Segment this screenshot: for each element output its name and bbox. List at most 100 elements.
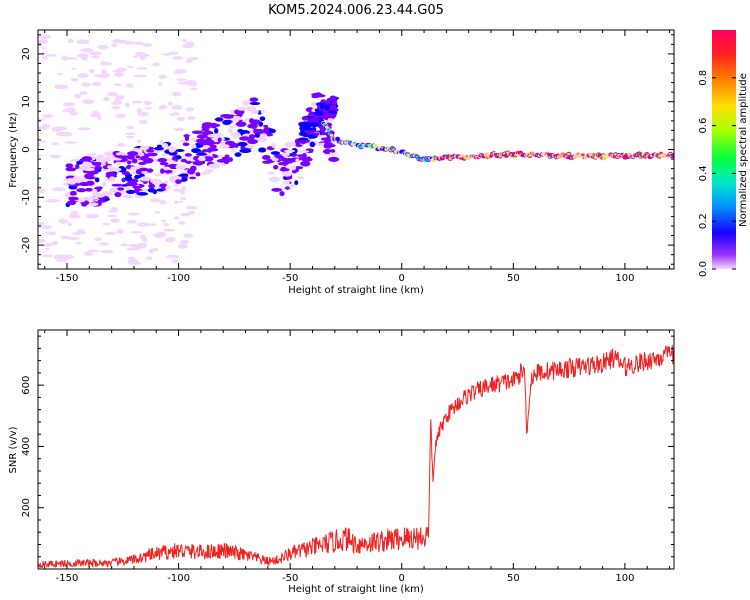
spectrogram-cell: [126, 189, 136, 194]
spectrogram-cell: [131, 158, 138, 164]
spectrogram-cell: [85, 187, 93, 192]
spectrogram-cell: [163, 228, 176, 232]
spectrogram-cell: [149, 178, 162, 184]
spectrogram-cell: [76, 188, 87, 193]
spectrogram-cell: [171, 91, 182, 97]
spectrogram-cell: [259, 116, 266, 122]
spectrogram-cell: [217, 137, 222, 142]
spectrogram-cell: [671, 153, 674, 157]
spectrogram-cell: [184, 153, 192, 157]
spectrogram-cell: [280, 157, 288, 162]
spectrogram-cell: [222, 114, 234, 119]
spectrogram-cell: [297, 176, 305, 180]
spectrogram-cell: [138, 167, 149, 172]
colorbar-label: Normalized spectral amplitude: [738, 73, 749, 227]
spectrogram-cell: [173, 71, 183, 75]
spectrogram-y-tick-label: 10: [21, 95, 32, 108]
spectrogram-cell: [297, 137, 309, 141]
spectrogram-cell: [41, 254, 54, 258]
spectrogram-cell: [109, 166, 116, 172]
spectrogram-cell: [330, 149, 336, 153]
spectrogram-cell: [190, 143, 197, 149]
spectrogram-cell: [121, 177, 126, 183]
spectrogram-cell: [161, 153, 169, 157]
spectrogram-cell: [51, 240, 59, 246]
spectrogram-y-axis-label: Frequency (Hz): [8, 112, 19, 188]
spectrogram-cell: [282, 180, 290, 185]
spectrogram-cell: [110, 218, 120, 223]
spectrogram-cell: [65, 163, 74, 169]
spectrogram-cell: [124, 175, 132, 182]
spectrogram-cell: [218, 144, 230, 149]
spectrogram-cell: [65, 57, 78, 60]
spectrogram-cell: [146, 256, 153, 261]
spectrogram-cell: [250, 119, 261, 125]
spectrogram-cell: [285, 186, 290, 190]
spectrogram-cell: [106, 214, 118, 218]
spectrogram-cell: [178, 200, 184, 204]
spectrogram-cell: [68, 197, 79, 201]
spectrogram-cell: [313, 111, 324, 116]
spectrogram-cell: [162, 53, 171, 56]
spectrogram-cell: [197, 139, 209, 145]
spectrogram-cell: [41, 47, 48, 50]
spectrogram-cell: [176, 116, 185, 122]
colorbar-tick-label: 0.4: [698, 165, 709, 181]
spectrogram-cell: [179, 197, 187, 201]
spectrogram-cell: [156, 144, 162, 148]
spectrogram-cell: [153, 146, 164, 151]
spectrogram-y-tick-label: -10: [21, 189, 32, 205]
spectrogram-cell: [72, 176, 81, 181]
spectrogram-cell: [84, 173, 92, 179]
spectrogram-cell: [97, 45, 109, 50]
snr-series-line: [38, 344, 674, 569]
spectrogram-cell: [182, 142, 190, 147]
spectrogram-cell: [178, 220, 186, 225]
spectrogram-cell: [281, 171, 292, 177]
spectrogram-cell: [159, 200, 167, 205]
spectrogram-cell: [115, 152, 127, 156]
spectrogram-cell: [236, 106, 247, 111]
spectrogram-cell: [162, 172, 174, 176]
spectrogram-cell: [176, 78, 187, 81]
spectrogram-cell: [165, 254, 180, 259]
snr-x-axis-label: Height of straight line (km): [288, 584, 424, 595]
spectrogram-cell: [171, 105, 183, 110]
spectrogram-cell: [63, 102, 76, 107]
spectrogram-cell: [38, 39, 48, 45]
spectrogram-cell: [159, 162, 169, 166]
spectrogram-cell: [91, 169, 99, 175]
spectrogram-cell: [67, 181, 76, 185]
snr-x-tick-label: -150: [56, 573, 79, 584]
spectrogram-cell: [100, 73, 111, 79]
spectrogram-cell: [44, 247, 50, 251]
spectrogram-cell: [99, 242, 109, 246]
spectrogram-cell: [94, 237, 102, 242]
spectrogram-cell: [290, 184, 296, 188]
spectrogram-cell: [312, 124, 317, 128]
spectrogram-cell: [212, 154, 219, 159]
spectrogram-cell: [71, 67, 76, 71]
spectrogram-cell: [127, 212, 140, 216]
colorbar-ticks: 0.0 0.2 0.4 0.6 0.8: [698, 70, 736, 277]
spectrogram-x-tick-label: -50: [282, 273, 298, 284]
spectrogram-cell: [69, 111, 78, 116]
spectrogram-cell: [132, 185, 143, 189]
snr-ticks: -150 -100 -50 0 50 100 200 400 600: [21, 330, 674, 584]
spectrogram-cell: [160, 168, 165, 174]
spectrogram-cell: [136, 108, 142, 113]
spectrogram-cell: [249, 101, 261, 106]
spectrogram-cell: [143, 100, 150, 106]
spectrogram-cell: [230, 147, 236, 153]
spectrogram-cell: [124, 132, 136, 136]
spectrogram-cell: [187, 168, 196, 175]
spectrogram-cell: [294, 180, 299, 186]
spectrogram-cell: [57, 72, 64, 76]
snr-x-tick-label: -100: [167, 573, 190, 584]
spectrogram-cell: [38, 143, 41, 147]
spectrogram-cell: [110, 206, 118, 212]
spectrogram-cell: [184, 135, 190, 142]
spectrogram-cell: [130, 230, 143, 234]
spectrogram-cell: [247, 139, 258, 145]
